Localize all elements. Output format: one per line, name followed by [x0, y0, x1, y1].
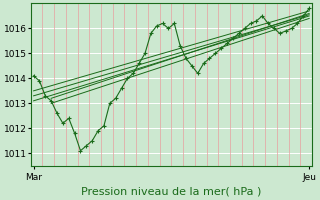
X-axis label: Pression niveau de la mer( hPa ): Pression niveau de la mer( hPa ) — [81, 187, 261, 197]
